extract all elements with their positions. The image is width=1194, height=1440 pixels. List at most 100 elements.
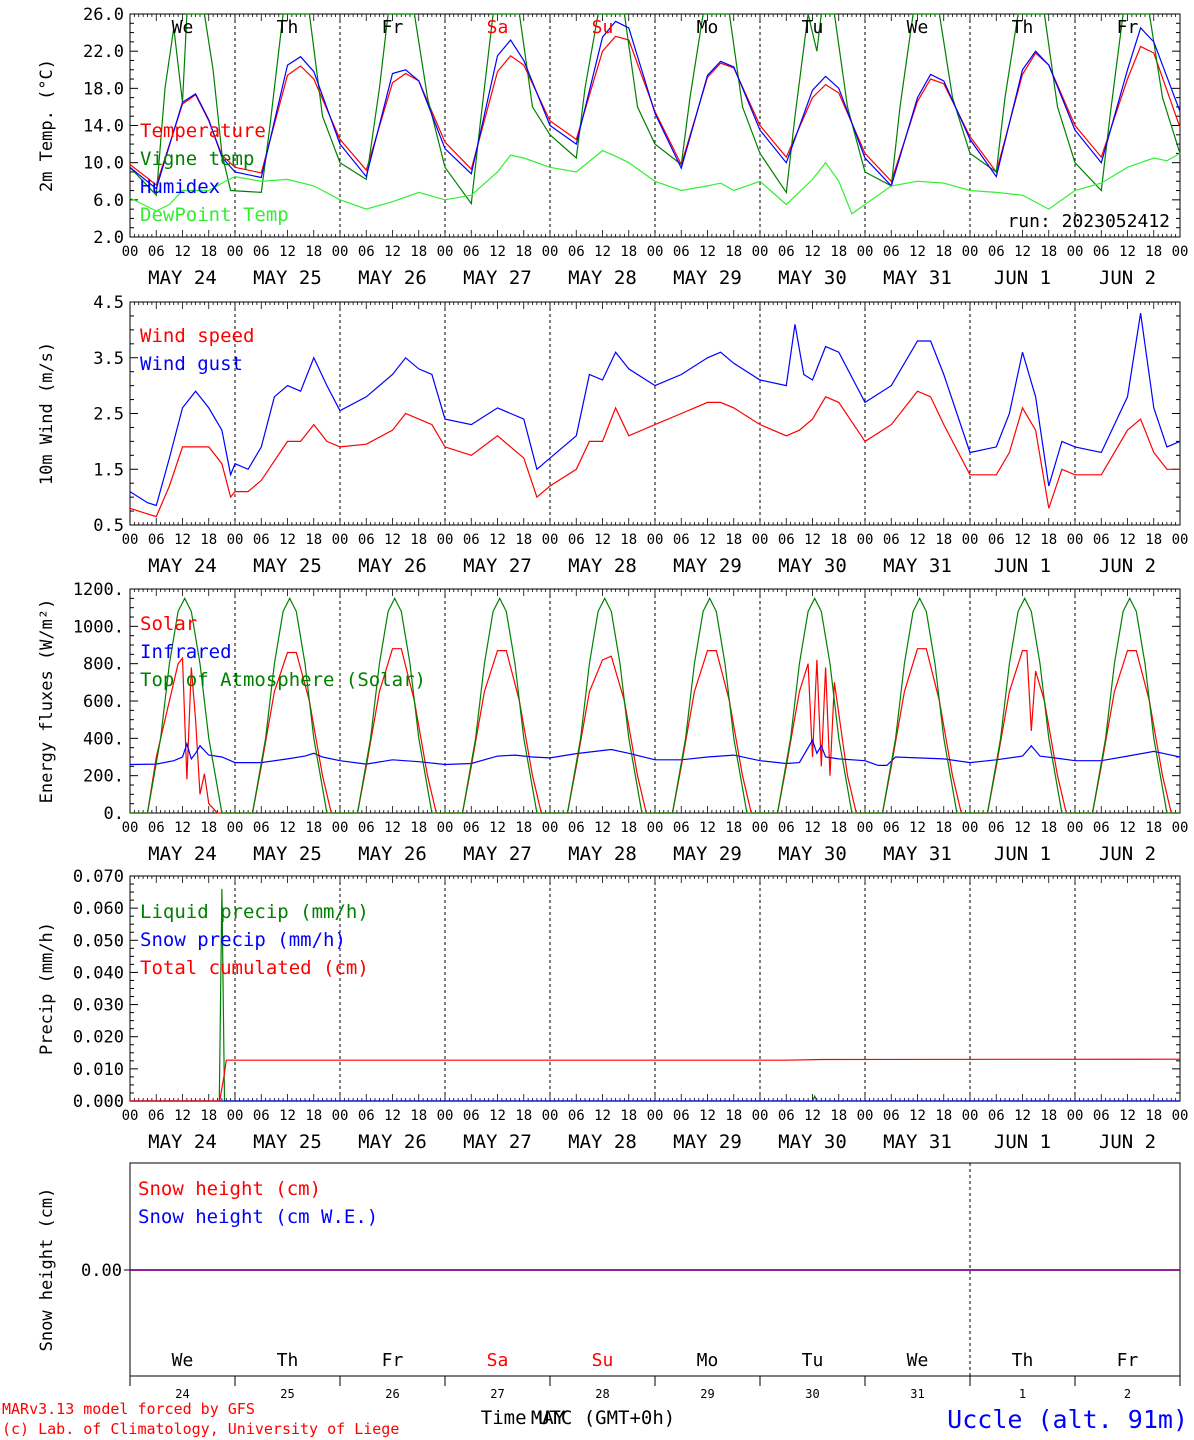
hour-tick-label: 00 (857, 244, 874, 260)
legend-entry: Top of Atmosphere (Solar) (140, 669, 426, 691)
hour-tick-label: 00 (647, 820, 664, 836)
series-line-humidex (129, 20, 1181, 190)
day-number-label: 2 (1124, 1387, 1131, 1401)
hour-tick-label: 06 (988, 1108, 1005, 1124)
legend-entry: Vigne temp (140, 148, 254, 170)
hour-tick-label: 18 (935, 244, 952, 260)
hour-tick-label: 06 (883, 1108, 900, 1124)
date-label: MAY 26 (358, 267, 427, 289)
hour-tick-label: 06 (568, 820, 585, 836)
hour-tick-label: 00 (542, 244, 559, 260)
hour-tick-label: 18 (1040, 1108, 1057, 1124)
hour-tick-label: 00 (857, 1108, 874, 1124)
hour-tick-label: 12 (489, 820, 506, 836)
hour-tick-label: 12 (909, 244, 926, 260)
legend-entry: Snow height (cm W.E.) (138, 1206, 378, 1228)
weekday-label-top: Th (1012, 17, 1034, 38)
hour-tick-label: 12 (1014, 1108, 1031, 1124)
hour-tick-label: 12 (384, 244, 401, 260)
hour-tick-label: 06 (253, 820, 270, 836)
hour-tick-label: 18 (200, 532, 217, 548)
weekday-label-bottom: Tu (802, 1350, 824, 1371)
hour-tick-label: 18 (410, 1108, 427, 1124)
hour-tick-label: 12 (909, 820, 926, 836)
hour-tick-label: 18 (410, 820, 427, 836)
y-tick-label: 2.0 (93, 228, 124, 248)
weekday-label-bottom: Fr (382, 1350, 404, 1371)
y-axis-label: Snow height (cm) (37, 1188, 57, 1352)
hour-tick-label: 06 (778, 1108, 795, 1124)
hour-tick-label: 06 (568, 244, 585, 260)
series-line-total-cumulated-cm (130, 1058, 1181, 1102)
weekday-label-top: We (172, 17, 194, 38)
series-line-vigne-temp (129, 13, 1181, 206)
weekday-label-top: Su (592, 17, 614, 38)
y-tick-label: 10.0 (83, 154, 124, 174)
hour-tick-label: 06 (148, 244, 165, 260)
hour-tick-label: 06 (253, 1108, 270, 1124)
y-tick-label: 0.5 (93, 516, 124, 536)
y-axis-label: 10m Wind (m/s) (37, 342, 57, 485)
date-label: MAY 28 (568, 1131, 637, 1153)
date-label: JUN 1 (994, 267, 1051, 289)
hour-tick-label: 12 (174, 820, 191, 836)
hour-tick-label: 18 (830, 820, 847, 836)
y-tick-label: 0.010 (73, 1060, 124, 1080)
hour-tick-label: 06 (988, 244, 1005, 260)
hour-tick-label: 18 (515, 820, 532, 836)
hour-tick-label: 00 (542, 1108, 559, 1124)
date-label: MAY 28 (568, 267, 637, 289)
hour-tick-label: 00 (752, 820, 769, 836)
hour-tick-label: 12 (1014, 532, 1031, 548)
date-label: MAY 30 (778, 1131, 847, 1153)
hour-tick-label: 00 (1067, 820, 1084, 836)
y-tick-label: 14.0 (83, 117, 124, 137)
station-name: Uccle (alt. 91m) (947, 1405, 1188, 1434)
y-tick-label: 18.0 (83, 79, 124, 99)
day-number-label: 31 (910, 1387, 924, 1401)
date-label: MAY 31 (883, 267, 952, 289)
hour-tick-label: 00 (227, 820, 244, 836)
y-tick-label: 600. (83, 692, 124, 712)
hour-tick-label: 00 (1172, 244, 1189, 260)
hour-tick-label: 00 (122, 1108, 139, 1124)
hour-tick-label: 06 (463, 1108, 480, 1124)
y-tick-label: 3.5 (93, 349, 124, 369)
hour-tick-label: 00 (542, 820, 559, 836)
panel-frame (129, 301, 1181, 526)
hour-tick-label: 18 (305, 820, 322, 836)
hour-tick-label: 06 (778, 820, 795, 836)
hour-tick-label: 06 (883, 820, 900, 836)
hour-tick-label: 06 (253, 532, 270, 548)
y-tick-label: 0.040 (73, 963, 124, 983)
date-label: MAY 28 (568, 843, 637, 865)
weekday-label-bottom: Sa (487, 1350, 509, 1371)
hour-tick-label: 12 (699, 820, 716, 836)
hour-tick-label: 06 (883, 244, 900, 260)
hour-tick-label: 00 (332, 244, 349, 260)
date-label: JUN 2 (1099, 843, 1156, 865)
hour-tick-label: 12 (804, 1108, 821, 1124)
panel-temp: 2.0 6.0 10.0 14.0 18.0 22.0 26.0 2m Temp. (°C) T… (37, 5, 1188, 289)
hour-tick-label: 06 (463, 820, 480, 836)
date-label: MAY 25 (253, 267, 322, 289)
hour-tick-label: 12 (804, 820, 821, 836)
legend-entry: Snow precip (mm/h) (140, 929, 346, 951)
hour-tick-label: 06 (883, 532, 900, 548)
hour-tick-label: 00 (122, 244, 139, 260)
date-label: MAY 30 (778, 843, 847, 865)
panel-energy: 0. 200. 400. 600. 800. 1000. 1200. Energy fluxe… (37, 580, 1188, 865)
panel-precip: 0.000 0.010 0.020 0.030 0.040 0.050 0.060 0.070… (37, 867, 1188, 1153)
model-credit: MARv3.13 model forced by GFS (2, 1400, 255, 1418)
legend-entry: Infrared (140, 641, 232, 663)
date-label: MAY 24 (148, 267, 217, 289)
hour-tick-label: 18 (1145, 1108, 1162, 1124)
date-label: MAY 24 (148, 843, 217, 865)
hour-tick-label: 06 (568, 1108, 585, 1124)
hour-tick-label: 00 (1067, 532, 1084, 548)
weekday-label-bottom: We (907, 1350, 929, 1371)
y-tick-label: 200. (83, 767, 124, 787)
hour-tick-label: 18 (725, 820, 742, 836)
hour-tick-label: 18 (410, 532, 427, 548)
hour-tick-label: 00 (857, 820, 874, 836)
